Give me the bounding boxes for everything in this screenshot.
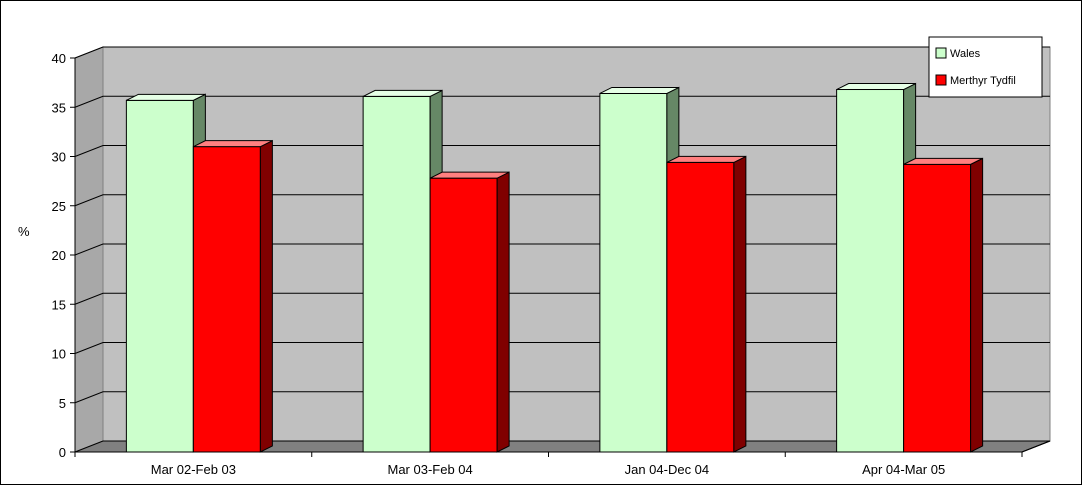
y-tick-label: 15 xyxy=(52,297,66,312)
bar xyxy=(192,139,273,453)
bar-front xyxy=(362,95,431,453)
bar-top xyxy=(836,83,916,91)
x-tick-label: Jan 04-Dec 04 xyxy=(625,462,710,477)
bar xyxy=(125,93,206,453)
bar-front xyxy=(666,161,735,453)
legend-swatch xyxy=(935,74,947,86)
bar-top xyxy=(666,155,747,163)
x-tick-label: Apr 04-Mar 05 xyxy=(862,462,945,477)
legend-swatch xyxy=(935,47,947,59)
bar-front xyxy=(903,163,972,453)
x-tick-label: Mar 03-Feb 04 xyxy=(387,462,472,477)
legend-label: Merthyr Tydfil xyxy=(950,75,1016,87)
bar-side xyxy=(970,157,984,453)
y-tick-label: 25 xyxy=(52,199,66,214)
bar-top xyxy=(362,89,443,97)
bar-front xyxy=(192,146,261,453)
y-tick-label: 35 xyxy=(52,100,66,115)
bar-side xyxy=(259,139,273,453)
bar-top xyxy=(599,86,680,94)
bar xyxy=(429,171,510,453)
y-tick-label: 20 xyxy=(52,248,66,263)
legend: Wales Merthyr Tydfil xyxy=(928,36,1043,98)
bar-top xyxy=(193,140,273,148)
legend-box xyxy=(928,36,1043,98)
x-axis-ticks: Mar 02-Feb 03 Mar 03-Feb 04 Jan 04-Dec 04 A… xyxy=(74,452,1023,477)
bar-top xyxy=(126,93,206,101)
x-axis-end xyxy=(1021,440,1051,453)
bars xyxy=(125,82,984,453)
x-tick-label: Mar 02-Feb 03 xyxy=(151,462,236,477)
y-tick-label: 30 xyxy=(52,150,66,165)
gridline xyxy=(74,46,1050,59)
bar-top xyxy=(429,171,510,179)
bar-front xyxy=(599,92,668,453)
y-tick-label: 0 xyxy=(59,445,66,460)
y-tick-label: 5 xyxy=(59,396,66,411)
bar-front xyxy=(836,89,905,453)
y-tick-label: 40 xyxy=(52,51,66,66)
bar-side xyxy=(496,171,510,453)
bar-front xyxy=(125,99,194,453)
gridline xyxy=(74,145,1050,157)
bar xyxy=(903,157,984,453)
gridline xyxy=(74,95,1050,108)
bar-side xyxy=(733,155,747,453)
y-axis-ticks: 0 5 10 15 20 25 30 35 40 xyxy=(52,51,75,460)
bar-front xyxy=(429,177,498,453)
y-axis-label: % xyxy=(18,224,30,239)
bar-top xyxy=(903,157,983,165)
legend-label: Wales xyxy=(950,48,981,60)
y-tick-label: 10 xyxy=(52,347,66,362)
bar xyxy=(666,155,747,453)
